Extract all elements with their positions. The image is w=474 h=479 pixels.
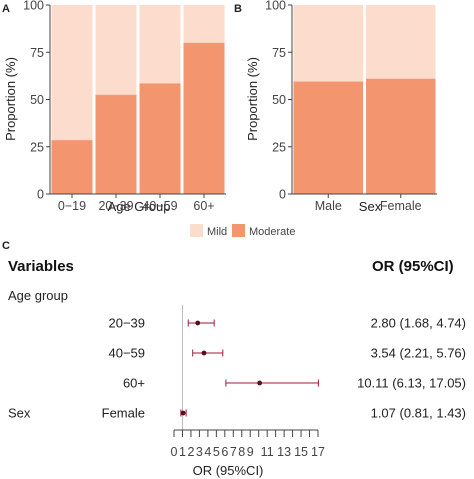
legend-swatch-moderate bbox=[232, 224, 245, 237]
legend-swatch-mild bbox=[190, 224, 203, 237]
panel-a-x-tick-label-0: 0−19 bbox=[58, 199, 86, 213]
forest-or-label-2: 10.11 (6.13, 17.05) bbox=[357, 376, 466, 391]
forest-x-tick-label-10: 11 bbox=[261, 445, 274, 459]
forest-or-label-1: 3.54 (2.21, 5.76) bbox=[371, 346, 466, 361]
panel-b-y-tick-label-4: 100 bbox=[265, 0, 286, 13]
forest-level-label-3: Female bbox=[102, 406, 145, 421]
forest-x-tick-label-5: 5 bbox=[213, 445, 220, 459]
forest-header-or: OR (95%CI) bbox=[372, 258, 454, 275]
forest-or-label-0: 2.80 (1.68, 4.74) bbox=[371, 316, 466, 331]
panel-b-bar-mild-1 bbox=[366, 5, 436, 79]
panel-b-bar-moderate-1 bbox=[366, 78, 436, 194]
forest-x-tick-label-1: 1 bbox=[179, 445, 186, 459]
forest-point-3 bbox=[180, 410, 186, 416]
forest-point-1 bbox=[201, 350, 207, 356]
forest-header-variables: Variables bbox=[8, 258, 74, 275]
panel-a-x-tick-label-1: 20−39 bbox=[98, 199, 133, 213]
forest-x-axis-title: OR (95%CI) bbox=[193, 463, 264, 478]
panel-a-bar-moderate-0 bbox=[51, 140, 93, 194]
forest-x-tick-label-3: 3 bbox=[196, 445, 203, 459]
panel-b-x-tick-label-1: Female bbox=[380, 199, 422, 213]
forest-x-tick-label-0: 0 bbox=[171, 445, 178, 459]
panel-a-y-axis-title: Proportion (%) bbox=[3, 57, 18, 141]
panel-a-bar-mild-3 bbox=[183, 5, 225, 43]
panel-b-bar-moderate-0 bbox=[293, 81, 363, 194]
forest-x-tick-label-11: 13 bbox=[277, 445, 291, 459]
forest-point-0 bbox=[195, 320, 201, 326]
panel-b-y-tick-label-0: 0 bbox=[279, 188, 286, 202]
panel-a-y-tick-label-3: 75 bbox=[30, 46, 44, 60]
panel-a-bar-moderate-2 bbox=[139, 83, 181, 194]
panel-b-y-tick-label-1: 25 bbox=[272, 140, 286, 154]
panel-a-bar-mild-0 bbox=[51, 5, 93, 141]
legend-label-mild: Mild bbox=[207, 226, 227, 238]
forest-level-label-2: 60+ bbox=[123, 376, 145, 391]
panel-a-bar-moderate-3 bbox=[183, 42, 225, 194]
forest-group-label-age: Age group bbox=[8, 288, 68, 303]
forest-x-tick-label-8: 8 bbox=[238, 445, 245, 459]
forest-level-label-0: 20−39 bbox=[108, 316, 145, 331]
forest-group-label-3: Sex bbox=[8, 406, 31, 421]
forest-x-tick-label-2: 2 bbox=[187, 445, 194, 459]
panel-a-bar-moderate-1 bbox=[95, 94, 137, 194]
panel-a-x-tick-label-3: 60+ bbox=[193, 199, 214, 213]
forest-x-tick-label-7: 7 bbox=[230, 445, 237, 459]
panel-b-chart: Proportion (%) Sex Male Female 0 25 50 75 100 bbox=[245, 0, 437, 214]
legend: Mild Moderate bbox=[190, 224, 295, 238]
forest-level-label-1: 40−59 bbox=[108, 346, 145, 361]
forest-x-tick-label-12: 15 bbox=[294, 445, 308, 459]
panel-a-y-tick-label-0: 0 bbox=[37, 188, 44, 202]
legend-label-moderate: Moderate bbox=[249, 226, 295, 238]
panel-b-y-tick-label-3: 75 bbox=[272, 46, 286, 60]
panel-b-y-axis-title: Proportion (%) bbox=[245, 57, 260, 141]
forest-x-tick-label-13: 17 bbox=[311, 445, 325, 459]
panel-b-x-axis-title: Sex bbox=[359, 199, 382, 214]
panel-a-chart: Proportion (%) Age Group 0−19 20−39 40−59 6… bbox=[3, 0, 226, 214]
panel-a-x-axis-title: Age Group bbox=[108, 199, 171, 214]
forest-x-tick-label-9: 9 bbox=[247, 445, 254, 459]
panel-b-y-tick-label-2: 50 bbox=[272, 93, 286, 107]
panel-label-a: A bbox=[2, 3, 10, 15]
forest-x-tick-label-4: 4 bbox=[204, 445, 211, 459]
forest-x-tick-label-6: 6 bbox=[221, 445, 228, 459]
panel-a-y-tick-label-2: 50 bbox=[30, 93, 44, 107]
panel-a-bar-mild-1 bbox=[95, 5, 137, 95]
panel-b-x-tick-label-0: Male bbox=[315, 199, 342, 213]
panel-a-y-tick-label-4: 100 bbox=[23, 0, 44, 13]
panel-a-y-tick-label-1: 25 bbox=[30, 140, 44, 154]
panel-a-x-tick-label-2: 40−59 bbox=[142, 199, 177, 213]
panel-c-forest-plot: Variables OR (95%CI) Age group OR (95%CI… bbox=[8, 258, 466, 478]
forest-or-label-3: 1.07 (0.81, 1.43) bbox=[371, 406, 466, 421]
panel-b-bar-mild-0 bbox=[293, 5, 363, 82]
panel-label-b: B bbox=[234, 3, 242, 15]
panel-label-c: C bbox=[2, 240, 10, 252]
forest-point-2 bbox=[257, 380, 263, 386]
panel-a-bar-mild-2 bbox=[139, 5, 181, 84]
